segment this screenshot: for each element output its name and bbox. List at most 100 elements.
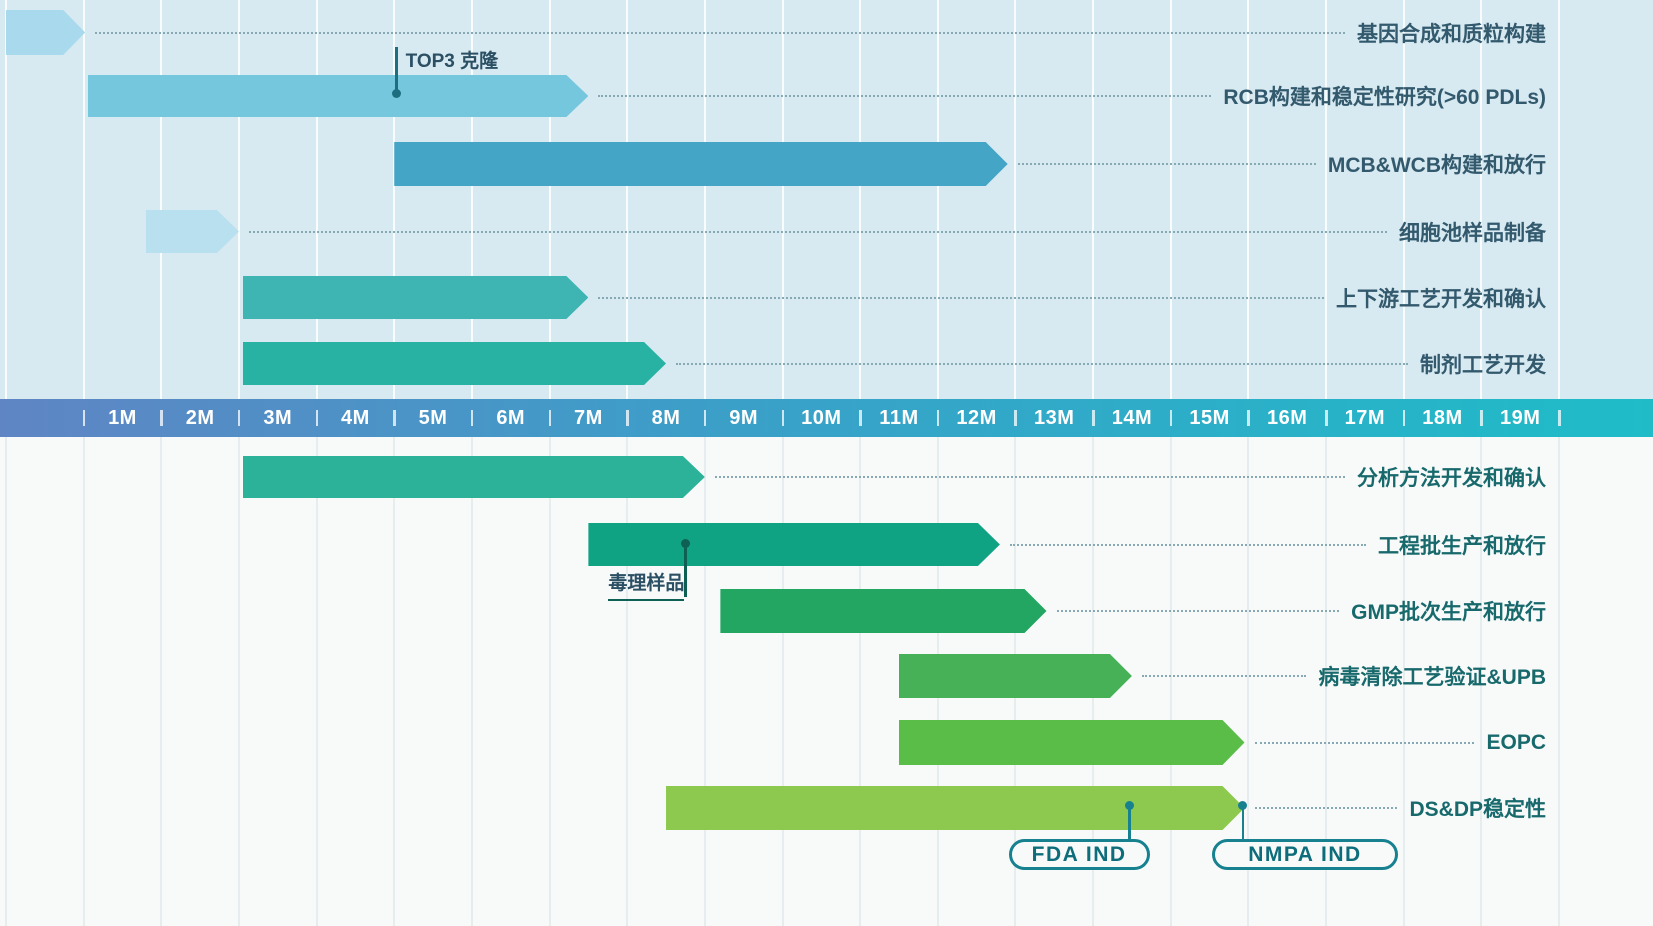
gridline xyxy=(703,0,706,399)
milestone-label-tox: 毒理样品 xyxy=(608,568,685,601)
leader-dots xyxy=(1009,543,1366,546)
leader-cell-pool: 细胞池样品制备 xyxy=(248,210,1546,253)
leader-dots xyxy=(1056,610,1340,612)
task-label-updownstream: 上下游工艺开发和确认 xyxy=(1336,287,1546,311)
task-label-engineering-batch: 工程批生产和放行 xyxy=(1378,534,1546,558)
axis-tick xyxy=(470,410,474,426)
axis-tick xyxy=(936,410,940,426)
axis-month-label: 1M xyxy=(108,406,137,429)
axis-tick xyxy=(1014,410,1017,426)
leader-dots xyxy=(95,31,1345,34)
gantt-bar-ds-dp-stability xyxy=(666,786,1244,830)
axis-tick xyxy=(393,410,396,426)
gridline xyxy=(315,437,318,926)
task-label-viral-clearance: 病毒清除工艺验证&UPB xyxy=(1318,666,1546,689)
gridline xyxy=(470,0,473,399)
gridline xyxy=(1325,437,1328,926)
task-label-gmp-batch: GMP批次生产和放行 xyxy=(1351,601,1546,624)
axis-month-label: 3M xyxy=(263,406,293,429)
leader-eopc: EOPC xyxy=(1254,720,1546,765)
leader-dots xyxy=(676,362,1408,365)
axis-month-label: 17M xyxy=(1344,406,1386,429)
gridline xyxy=(237,437,240,926)
axis-month-label: 11M xyxy=(879,406,919,429)
gridline xyxy=(237,0,240,399)
axis-month-label: 10M xyxy=(801,406,842,429)
milestone-line-top3 xyxy=(395,47,398,94)
gridline xyxy=(393,0,396,399)
leader-dots xyxy=(714,476,1345,478)
axis-tick xyxy=(548,410,552,426)
gridline xyxy=(82,437,85,926)
axis-month-label: 15M xyxy=(1189,406,1230,429)
gridline xyxy=(1480,437,1483,926)
gridline xyxy=(703,437,706,926)
nmpa-ind-marker-line xyxy=(1241,805,1245,840)
axis-month-label: 4M xyxy=(341,406,370,429)
axis-tick xyxy=(1092,410,1095,426)
fda-ind-pill: FDA IND xyxy=(1008,839,1150,870)
axis-tick xyxy=(859,410,862,426)
gridline xyxy=(1480,0,1483,399)
gantt-top-section xyxy=(0,0,1653,399)
axis-month-label: 7M xyxy=(573,406,603,429)
gridline xyxy=(1402,437,1405,926)
gantt-bar-analytical xyxy=(243,456,705,498)
axis-tick xyxy=(1402,410,1406,426)
leader-dots xyxy=(1017,163,1316,165)
gridline xyxy=(470,437,473,926)
axis-month-label: 6M xyxy=(496,406,526,429)
axis-tick xyxy=(1558,410,1561,426)
axis-tick xyxy=(1480,410,1483,426)
milestone-label-top3: TOP3 克隆 xyxy=(405,51,499,72)
leader-viral-clearance: 病毒清除工艺验证&UPB xyxy=(1141,654,1546,698)
leader-mcb-wcb: MCB&WCB构建和放行 xyxy=(1017,142,1546,186)
axis-month-label: 12M xyxy=(956,406,997,429)
leader-gmp-batch: GMP批次生产和放行 xyxy=(1056,589,1546,633)
gridline xyxy=(548,0,551,399)
gantt-bar-gmp-batch xyxy=(720,589,1046,633)
gridline xyxy=(1169,0,1172,399)
gridline xyxy=(548,437,551,926)
axis-month-label: 13M xyxy=(1034,406,1075,429)
gridline xyxy=(1325,0,1328,399)
task-label-rcb: RCB构建和稳定性研究(>60 PDLs) xyxy=(1223,86,1546,109)
gridline xyxy=(859,0,862,399)
leader-dots xyxy=(248,230,1387,233)
gantt-bar-cell-pool xyxy=(146,210,239,253)
gridline xyxy=(1558,0,1560,399)
axis-month-label: 19M xyxy=(1499,406,1541,429)
task-label-mcb-wcb: MCB&WCB构建和放行 xyxy=(1327,154,1546,177)
gantt-bar-eopc xyxy=(899,720,1245,765)
task-label-eopc: EOPC xyxy=(1486,730,1546,754)
axis-month-label: 9M xyxy=(729,406,759,429)
fda-ind-marker-line xyxy=(1128,805,1131,840)
leader-dots xyxy=(598,95,1212,97)
leader-rcb: RCB构建和稳定性研究(>60 PDLs) xyxy=(598,75,1546,117)
gridline xyxy=(626,0,629,399)
gantt-bar-rcb xyxy=(88,75,589,117)
gantt-bar-mcb-wcb xyxy=(394,142,1007,186)
gridline xyxy=(1092,0,1095,399)
axis-month-label: 16M xyxy=(1267,406,1308,429)
leader-dots xyxy=(1254,741,1475,744)
milestone-dot-top3 xyxy=(392,89,402,98)
axis-tick xyxy=(1169,410,1173,426)
axis-tick xyxy=(1325,410,1328,426)
gridline xyxy=(626,437,629,926)
gridline xyxy=(1558,437,1560,926)
gridline xyxy=(82,0,85,399)
gridline xyxy=(936,0,939,399)
task-label-formulation: 制剂工艺开发 xyxy=(1420,353,1546,377)
gridline xyxy=(1402,0,1405,399)
axis-month-label: 5M xyxy=(418,406,448,429)
leader-dots xyxy=(598,296,1324,299)
axis-tick xyxy=(626,410,629,426)
task-label-ds-dp-stability: DS&DP稳定性 xyxy=(1409,798,1546,821)
axis-tick xyxy=(315,410,319,426)
nmpa-ind-pill: NMPA IND xyxy=(1211,839,1398,870)
gridline xyxy=(781,0,784,399)
gantt-bar-engineering-batch xyxy=(588,523,1000,566)
